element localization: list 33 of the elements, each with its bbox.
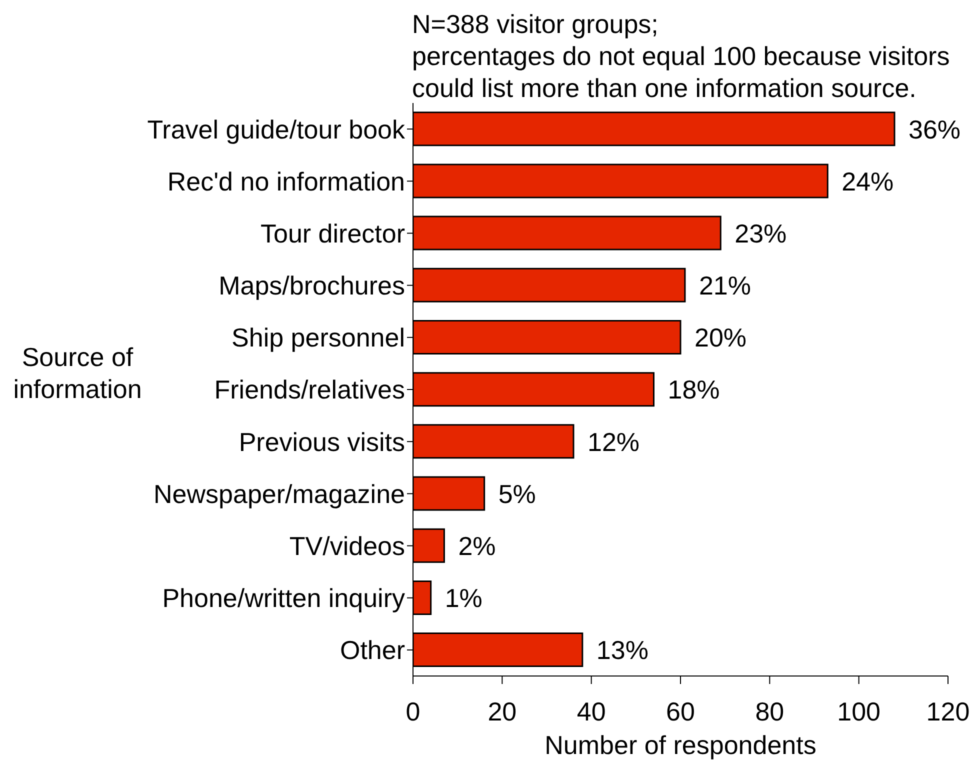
annotation: 13% [596,635,648,666]
y-tick-label: Phone/written inquiry [162,583,405,614]
x-tick-label: 20 [488,696,517,726]
annotation: 12% [588,426,640,457]
y-tick-label: Rec'd no information [167,166,405,196]
annotation: 18% [668,374,720,405]
annotation: percentages do not equal 100 because visitors could list more than one information source. [412,40,951,104]
annotation: 36% [908,114,961,144]
x-tick-label: 0 [406,696,420,726]
x-axis-title: Number of respondents [544,730,818,761]
annotation: 23% [734,218,787,248]
x-tick-label: 80 [755,696,784,726]
annotation: 2% [458,531,496,562]
y-tick-label: Maps/brochures [218,270,405,301]
annotation: 24% [842,166,894,196]
y-tick-label: TV/videos [289,531,405,562]
y-tick-label: Previous visits [238,426,405,457]
y-tick-label: Other [340,635,406,666]
annotation: 5% [498,478,536,509]
y-tick-label: Travel guide/tour book [147,114,406,144]
y-tick-label: Newspaper/magazine [154,478,405,509]
x-tick-label: 60 [666,696,695,726]
y-tick-label: Friends/relatives [214,374,405,405]
x-tick-label: 40 [576,696,606,726]
annotation: 1% [444,583,482,614]
x-tick-label: 120 [926,696,970,726]
x-tick-label: 100 [837,696,881,726]
y-tick-label: Ship personnel [232,322,405,353]
annotation: 20% [694,322,747,353]
text: N=388 visitor groups; [412,8,660,40]
y-axis-title: Source of information [12,341,143,405]
annotation: 21% [698,270,752,301]
y-tick-label: Tour director [260,218,406,248]
